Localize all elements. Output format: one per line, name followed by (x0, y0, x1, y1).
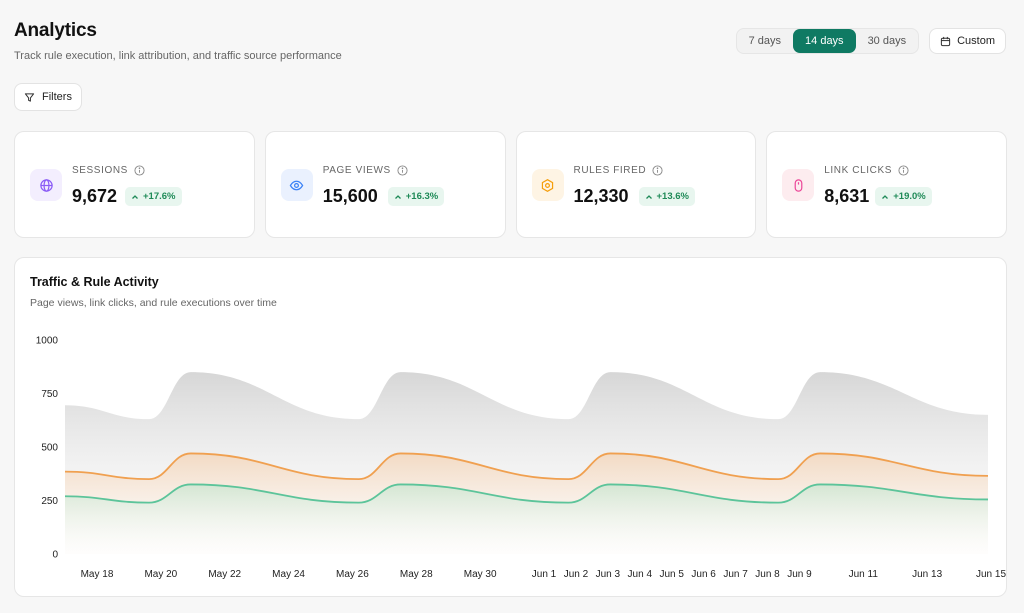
info-icon[interactable] (397, 165, 408, 176)
metric-card-link-clicks: LINK CLICKS 8,631 +19.0% (766, 131, 1007, 238)
change-badge: +16.3% (387, 187, 445, 206)
page-title: Analytics (14, 20, 97, 41)
metric-label-text: PAGE VIEWS (322, 165, 391, 176)
x-tick-label: May 30 (464, 569, 497, 580)
x-tick-label: Jun 4 (628, 569, 653, 580)
x-tick-label: May 26 (336, 569, 369, 580)
metric-label-text: SESSIONS (72, 165, 128, 176)
series-area (65, 484, 988, 554)
x-tick-label: Jun 7 (723, 569, 748, 580)
change-value: +13.6% (656, 191, 690, 202)
x-tick-label: Jun 13 (912, 569, 942, 580)
calendar-icon (940, 36, 951, 46)
change-badge: +17.6% (125, 187, 182, 206)
date-range-selector: 7 days 14 days 30 days Custom (735, 28, 1006, 54)
x-tick-label: May 22 (208, 569, 241, 580)
x-tick-label: Jun 11 (849, 569, 879, 580)
metric-card-sessions: SESSIONS 9,672 +17.6% (14, 131, 255, 238)
chevron-up-icon (132, 194, 138, 199)
metric-label: RULES FIRED (574, 165, 664, 176)
info-icon[interactable] (652, 165, 663, 176)
metric-label: SESSIONS (72, 165, 145, 176)
range-7-days-button[interactable]: 7 days (748, 35, 782, 47)
mouse-icon (782, 169, 815, 201)
range-segmented-control: 7 days 14 days 30 days (735, 28, 920, 54)
metric-cards: SESSIONS 9,672 +17.6% PAGE VIEWS 15,600 … (14, 131, 1007, 238)
x-tick-label: Jun 2 (564, 569, 589, 580)
custom-range-label: Custom (957, 35, 995, 47)
metric-value: 15,600 (322, 186, 378, 206)
filters-label: Filters (42, 91, 72, 103)
y-tick-label: 500 (41, 443, 58, 454)
info-icon[interactable] (898, 165, 909, 176)
metric-value: 9,672 (72, 186, 118, 206)
filters-button[interactable]: Filters (14, 83, 82, 111)
globe-icon (30, 169, 62, 201)
metric-value: 8,631 (824, 186, 870, 206)
x-tick-label: Jun 1 (532, 569, 557, 580)
chevron-up-icon (882, 194, 889, 199)
range-30-days-button[interactable]: 30 days (867, 35, 907, 47)
change-value: +19.0% (893, 191, 926, 202)
x-tick-label: May 20 (144, 569, 177, 580)
y-tick-label: 0 (52, 550, 58, 561)
metric-label: PAGE VIEWS (323, 165, 408, 176)
x-tick-label: Jun 6 (691, 569, 716, 580)
chart-title: Traffic & Rule Activity (30, 275, 159, 289)
traffic-chart-card: 0 250 500 750 1000 May 18 May 20 May 22 May 24 Ma… (14, 257, 1007, 597)
range-14-days-button[interactable]: 14 days (793, 29, 856, 53)
series-line (64, 483, 989, 504)
metric-value: 12,330 (573, 186, 629, 206)
metric-label-text: LINK CLICKS (824, 165, 892, 176)
x-tick-label: May 24 (272, 569, 305, 580)
change-badge: +19.0% (875, 187, 932, 206)
x-tick-label: Jun 3 (596, 569, 621, 580)
traffic-chart: 0 250 500 750 1000 May 18 May 20 May 22 May 24 Ma… (36, 336, 1007, 581)
series-line (64, 452, 989, 481)
chevron-up-icon (645, 194, 652, 199)
x-tick-label: Jun 9 (787, 569, 812, 580)
page-subtitle: Track rule execution, link attribution, … (14, 50, 342, 62)
y-tick-label: 1000 (36, 336, 59, 347)
change-badge: +13.6% (638, 187, 695, 206)
x-tick-label: Jun 5 (659, 569, 684, 580)
x-tick-label: Jun 8 (755, 569, 780, 580)
x-tick-label: May 28 (400, 569, 433, 580)
metric-label: LINK CLICKS (824, 165, 909, 176)
gear-icon (531, 169, 564, 201)
x-tick-label: May 18 (81, 569, 114, 580)
y-tick-label: 750 (41, 389, 58, 400)
metric-label-text: RULES FIRED (573, 165, 647, 176)
eye-icon (280, 169, 313, 201)
metric-card-rules-fired: RULES FIRED 12,330 +13.6% (515, 131, 757, 238)
chevron-up-icon (394, 194, 401, 199)
change-value: +17.6% (143, 191, 176, 202)
chart-subtitle: Page views, link clicks, and rule execut… (30, 297, 277, 309)
y-tick-label: 250 (41, 496, 58, 507)
metric-card-page-views: PAGE VIEWS 15,600 +16.3% (264, 131, 506, 238)
info-icon[interactable] (134, 165, 145, 176)
custom-range-button[interactable]: Custom (929, 28, 1006, 54)
filter-icon (24, 92, 35, 102)
page-header: Analytics Track rule execution, link att… (14, 20, 342, 62)
x-tick-label: Jun 15 (976, 569, 1006, 580)
change-value: +16.3% (405, 191, 439, 202)
